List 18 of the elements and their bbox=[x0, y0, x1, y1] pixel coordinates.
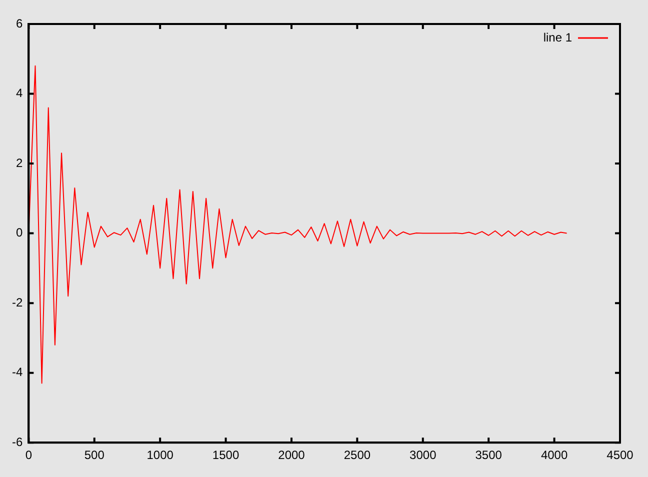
x-tick-label: 3500 bbox=[475, 448, 502, 462]
y-tick-label: -2 bbox=[12, 295, 23, 310]
x-tick-label: 4500 bbox=[606, 448, 634, 462]
x-tick-label: 1500 bbox=[212, 448, 240, 462]
legend-label: line 1 bbox=[543, 30, 572, 44]
x-tick-label: 500 bbox=[84, 448, 105, 462]
y-tick-label: -4 bbox=[12, 365, 23, 380]
x-tick-label: 0 bbox=[25, 448, 32, 462]
y-tick-label: 2 bbox=[16, 156, 23, 170]
y-tick-label: -6 bbox=[12, 434, 23, 449]
x-tick-label: 2500 bbox=[344, 448, 371, 462]
y-tick-label: 6 bbox=[16, 16, 23, 30]
x-tick-label: 3000 bbox=[410, 448, 437, 462]
x-tick-label: 2000 bbox=[278, 448, 306, 462]
x-tick-label: 1000 bbox=[146, 448, 174, 462]
x-tick-label: 4000 bbox=[540, 448, 568, 462]
y-tick-label: 4 bbox=[16, 86, 23, 100]
y-tick-label: 0 bbox=[16, 226, 23, 240]
